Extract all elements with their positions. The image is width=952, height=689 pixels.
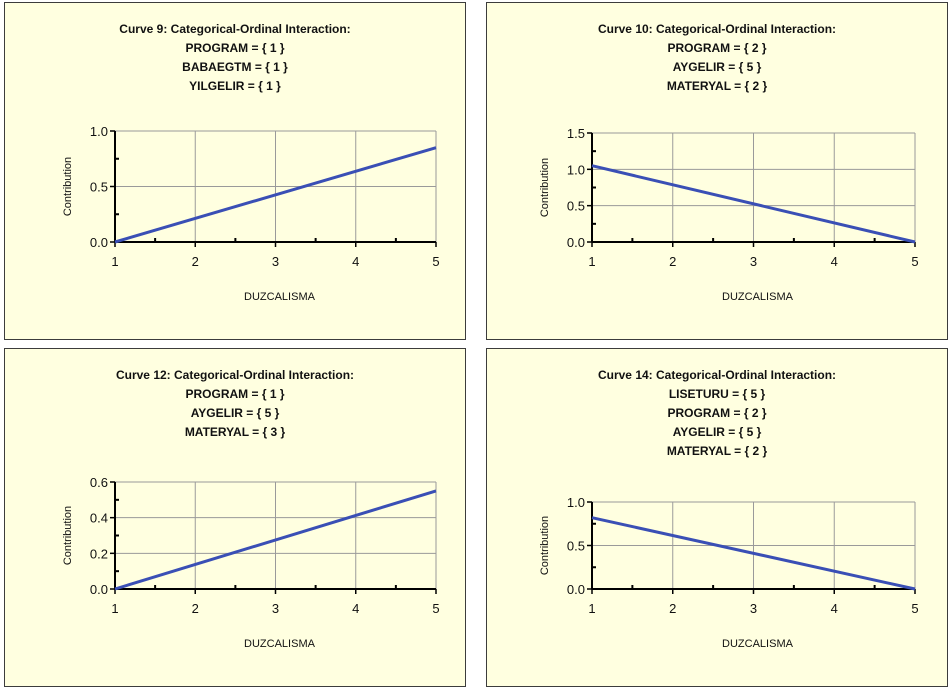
x-tick-label: 5 <box>911 254 918 269</box>
x-tick-label: 3 <box>272 254 279 269</box>
x-tick-label: 2 <box>669 601 676 616</box>
chart-subtitle-line: MATERYAL = { 2 } <box>667 79 768 93</box>
chart-curve-12: Curve 12: Categorical-Ordinal Interactio… <box>62 368 440 650</box>
x-tick-label: 3 <box>272 601 279 616</box>
y-tick-label: 0.5 <box>90 180 108 195</box>
y-tick-label: 0.0 <box>90 582 108 597</box>
chart-subtitle-line: LISETURU = { 5 } <box>669 387 766 401</box>
chart-panel-curve-12: Curve 12: Categorical-Ordinal Interactio… <box>4 348 466 687</box>
x-tick-label: 5 <box>432 601 439 616</box>
x-axis-label: DUZCALISMA <box>244 638 316 650</box>
series-line <box>114 489 437 591</box>
chart-subtitle-line: PROGRAM = { 1 } <box>185 387 284 401</box>
chart-subtitle-line: PROGRAM = { 2 } <box>667 41 766 55</box>
x-tick-label: 1 <box>588 601 595 616</box>
y-tick-label: 1.0 <box>90 124 108 139</box>
x-tick-label: 2 <box>669 254 676 269</box>
y-axis-label: Contribution <box>539 516 551 575</box>
y-tick-label: 1.0 <box>567 495 585 510</box>
x-tick-label: 5 <box>911 601 918 616</box>
y-tick-label: 1.0 <box>567 162 585 177</box>
chart-panel-curve-9: Curve 9: Categorical-Ordinal Interaction… <box>4 2 466 340</box>
chart-subtitle-line: BABAEGTM = { 1 } <box>182 60 288 74</box>
x-axis-label: DUZCALISMA <box>722 638 794 650</box>
x-tick-label: 2 <box>192 254 199 269</box>
chart-title: Curve 14: Categorical-Ordinal Interactio… <box>598 368 836 382</box>
x-axis-label: DUZCALISMA <box>722 291 794 303</box>
chart-title: Curve 10: Categorical-Ordinal Interactio… <box>598 22 836 36</box>
y-axis-label: Contribution <box>62 157 74 216</box>
x-tick-label: 3 <box>750 254 757 269</box>
chart-subtitle-line: MATERYAL = { 3 } <box>185 425 286 439</box>
series-line <box>591 516 916 591</box>
x-tick-label: 4 <box>352 601 359 616</box>
chart-subtitle-line: AYGELIR = { 5 } <box>673 60 762 74</box>
x-tick-label: 3 <box>750 601 757 616</box>
x-tick-label: 1 <box>111 601 118 616</box>
y-axis-label: Contribution <box>62 506 74 565</box>
y-axis-label: Contribution <box>539 158 551 217</box>
chart-panel-curve-14: Curve 14: Categorical-Ordinal Interactio… <box>486 348 948 687</box>
chart-curve-9: Curve 9: Categorical-Ordinal Interaction… <box>62 22 440 303</box>
y-tick-label: 1.5 <box>567 126 585 141</box>
chart-subtitle-line: PROGRAM = { 1 } <box>185 41 284 55</box>
y-tick-label: 0.5 <box>567 539 585 554</box>
chart-subtitle-line: AYGELIR = { 5 } <box>673 425 762 439</box>
x-tick-label: 1 <box>111 254 118 269</box>
x-tick-label: 2 <box>192 601 199 616</box>
x-tick-label: 5 <box>432 254 439 269</box>
chart-subtitle-line: YILGELIR = { 1 } <box>189 79 281 93</box>
y-tick-label: 0.6 <box>90 475 108 490</box>
y-tick-label: 0.2 <box>90 546 108 561</box>
y-tick-label: 0.0 <box>567 235 585 250</box>
chart-subtitle-line: PROGRAM = { 2 } <box>667 406 766 420</box>
x-tick-label: 1 <box>588 254 595 269</box>
chart-curve-14: Curve 14: Categorical-Ordinal Interactio… <box>539 368 919 650</box>
y-tick-label: 0.0 <box>90 235 108 250</box>
chart-subtitle-line: MATERYAL = { 2 } <box>667 444 768 458</box>
series-line <box>114 146 437 244</box>
chart-panel-curve-10: Curve 10: Categorical-Ordinal Interactio… <box>486 2 948 340</box>
x-axis-label: DUZCALISMA <box>244 291 316 303</box>
y-tick-label: 0.0 <box>567 582 585 597</box>
x-tick-label: 4 <box>352 254 359 269</box>
chart-title: Curve 12: Categorical-Ordinal Interactio… <box>116 368 354 382</box>
chart-curve-10: Curve 10: Categorical-Ordinal Interactio… <box>539 22 919 303</box>
series-line <box>591 164 916 244</box>
x-tick-label: 4 <box>831 601 838 616</box>
y-tick-label: 0.4 <box>90 511 108 526</box>
chart-subtitle-line: AYGELIR = { 5 } <box>191 406 280 420</box>
chart-title: Curve 9: Categorical-Ordinal Interaction… <box>119 22 350 36</box>
x-tick-label: 4 <box>831 254 838 269</box>
y-tick-label: 0.5 <box>567 199 585 214</box>
